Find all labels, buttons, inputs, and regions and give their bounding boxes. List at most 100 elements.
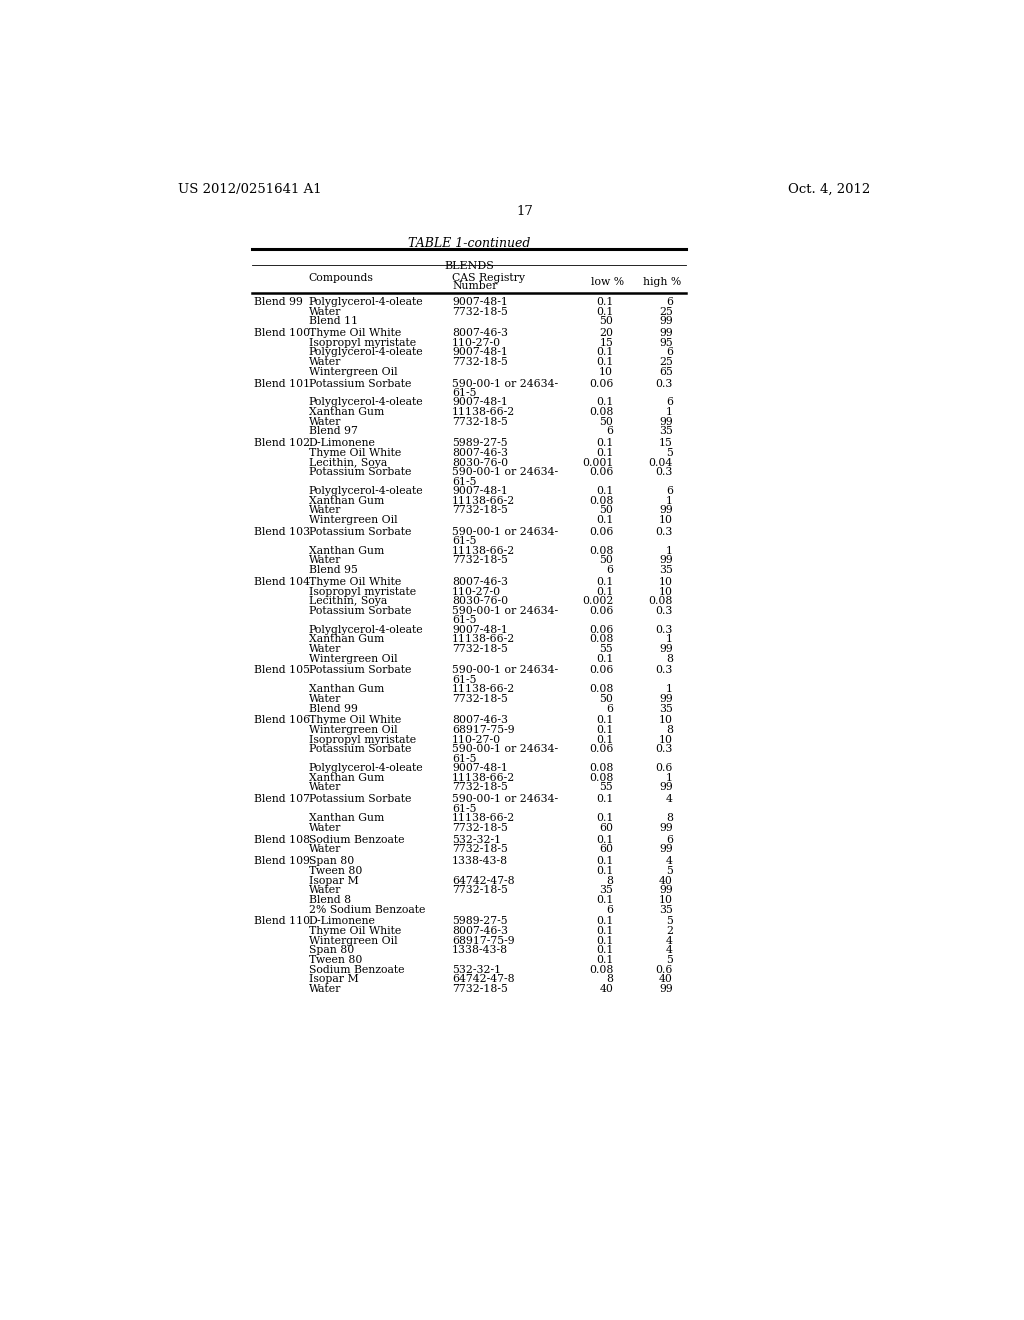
Text: Water: Water <box>308 644 341 653</box>
Text: 65: 65 <box>659 367 673 376</box>
Text: 9007-48-1: 9007-48-1 <box>452 763 508 774</box>
Text: 8007-46-3: 8007-46-3 <box>452 715 508 726</box>
Text: Blend 100: Blend 100 <box>254 329 309 338</box>
Text: 0.1: 0.1 <box>596 834 613 845</box>
Text: 8007-46-3: 8007-46-3 <box>452 927 508 936</box>
Text: 590-00-1 or 24634-: 590-00-1 or 24634- <box>452 795 558 804</box>
Text: Thyme Oil White: Thyme Oil White <box>308 577 400 587</box>
Text: 7732-18-5: 7732-18-5 <box>452 983 508 994</box>
Text: 61-5: 61-5 <box>452 615 476 626</box>
Text: 0.1: 0.1 <box>596 715 613 726</box>
Text: 11138-66-2: 11138-66-2 <box>452 684 515 694</box>
Text: Isopropyl myristate: Isopropyl myristate <box>308 338 416 347</box>
Text: Blend 11: Blend 11 <box>308 317 357 326</box>
Text: Blend 105: Blend 105 <box>254 665 309 676</box>
Text: 25: 25 <box>659 358 673 367</box>
Text: low %: low % <box>592 277 625 286</box>
Text: Water: Water <box>308 845 341 854</box>
Text: 0.6: 0.6 <box>655 965 673 974</box>
Text: 0.1: 0.1 <box>596 297 613 308</box>
Text: 7732-18-5: 7732-18-5 <box>452 506 508 515</box>
Text: Potassium Sorbate: Potassium Sorbate <box>308 795 411 804</box>
Text: Blend 99: Blend 99 <box>308 704 357 714</box>
Text: 0.06: 0.06 <box>589 665 613 676</box>
Text: 0.08: 0.08 <box>589 965 613 974</box>
Text: Blend 110: Blend 110 <box>254 916 309 927</box>
Text: 5: 5 <box>666 866 673 876</box>
Text: 35: 35 <box>659 704 673 714</box>
Text: 0.1: 0.1 <box>596 397 613 408</box>
Text: Polyglycerol-4-oleate: Polyglycerol-4-oleate <box>308 624 423 635</box>
Text: Isopar M: Isopar M <box>308 974 358 985</box>
Text: 0.3: 0.3 <box>655 665 673 676</box>
Text: Wintergreen Oil: Wintergreen Oil <box>308 653 397 664</box>
Text: Water: Water <box>308 886 341 895</box>
Text: 0.1: 0.1 <box>596 486 613 496</box>
Text: TABLE 1-continued: TABLE 1-continued <box>408 238 530 249</box>
Text: 6: 6 <box>666 834 673 845</box>
Text: 0.1: 0.1 <box>596 515 613 525</box>
Text: 25: 25 <box>659 306 673 317</box>
Text: 0.3: 0.3 <box>655 379 673 388</box>
Text: 6: 6 <box>666 347 673 358</box>
Text: Blend 101: Blend 101 <box>254 379 309 388</box>
Text: 11138-66-2: 11138-66-2 <box>452 774 515 783</box>
Text: Xanthan Gum: Xanthan Gum <box>308 774 384 783</box>
Text: Isopropyl myristate: Isopropyl myristate <box>308 586 416 597</box>
Text: 8: 8 <box>606 875 613 886</box>
Text: 7732-18-5: 7732-18-5 <box>452 644 508 653</box>
Text: 7732-18-5: 7732-18-5 <box>452 822 508 833</box>
Text: 50: 50 <box>599 506 613 515</box>
Text: 61-5: 61-5 <box>452 536 476 546</box>
Text: 590-00-1 or 24634-: 590-00-1 or 24634- <box>452 467 558 477</box>
Text: 0.08: 0.08 <box>589 407 613 417</box>
Text: 1: 1 <box>666 407 673 417</box>
Text: Potassium Sorbate: Potassium Sorbate <box>308 606 411 615</box>
Text: 6: 6 <box>666 397 673 408</box>
Text: US 2012/0251641 A1: US 2012/0251641 A1 <box>178 183 322 197</box>
Text: Water: Water <box>308 506 341 515</box>
Text: 64742-47-8: 64742-47-8 <box>452 875 515 886</box>
Text: 64742-47-8: 64742-47-8 <box>452 974 515 985</box>
Text: 0.1: 0.1 <box>596 577 613 587</box>
Text: Water: Water <box>308 306 341 317</box>
Text: Blend 102: Blend 102 <box>254 438 309 449</box>
Text: 6: 6 <box>606 704 613 714</box>
Text: 110-27-0: 110-27-0 <box>452 338 501 347</box>
Text: Thyme Oil White: Thyme Oil White <box>308 447 400 458</box>
Text: 8007-46-3: 8007-46-3 <box>452 329 508 338</box>
Text: Thyme Oil White: Thyme Oil White <box>308 715 400 726</box>
Text: 17: 17 <box>516 205 534 218</box>
Text: 68917-75-9: 68917-75-9 <box>452 725 515 735</box>
Text: Wintergreen Oil: Wintergreen Oil <box>308 725 397 735</box>
Text: 5989-27-5: 5989-27-5 <box>452 438 508 449</box>
Text: 590-00-1 or 24634-: 590-00-1 or 24634- <box>452 379 558 388</box>
Text: 50: 50 <box>599 317 613 326</box>
Text: 50: 50 <box>599 556 613 565</box>
Text: 0.1: 0.1 <box>596 358 613 367</box>
Text: 0.3: 0.3 <box>655 527 673 537</box>
Text: 0.1: 0.1 <box>596 895 613 906</box>
Text: Thyme Oil White: Thyme Oil White <box>308 927 400 936</box>
Text: 7732-18-5: 7732-18-5 <box>452 417 508 426</box>
Text: 99: 99 <box>659 329 673 338</box>
Text: Water: Water <box>308 556 341 565</box>
Text: 1: 1 <box>666 774 673 783</box>
Text: Blend 103: Blend 103 <box>254 527 309 537</box>
Text: 9007-48-1: 9007-48-1 <box>452 624 508 635</box>
Text: 8: 8 <box>606 974 613 985</box>
Text: 590-00-1 or 24634-: 590-00-1 or 24634- <box>452 665 558 676</box>
Text: 15: 15 <box>599 338 613 347</box>
Text: 0.1: 0.1 <box>596 735 613 744</box>
Text: Blend 107: Blend 107 <box>254 795 309 804</box>
Text: 532-32-1: 532-32-1 <box>452 834 501 845</box>
Text: 4: 4 <box>666 795 673 804</box>
Text: Wintergreen Oil: Wintergreen Oil <box>308 515 397 525</box>
Text: Lecithin, Soya: Lecithin, Soya <box>308 597 387 606</box>
Text: 2% Sodium Benzoate: 2% Sodium Benzoate <box>308 904 425 915</box>
Text: 95: 95 <box>659 338 673 347</box>
Text: Wintergreen Oil: Wintergreen Oil <box>308 936 397 945</box>
Text: Blend 99: Blend 99 <box>254 297 302 308</box>
Text: 99: 99 <box>659 822 673 833</box>
Text: 8: 8 <box>666 813 673 824</box>
